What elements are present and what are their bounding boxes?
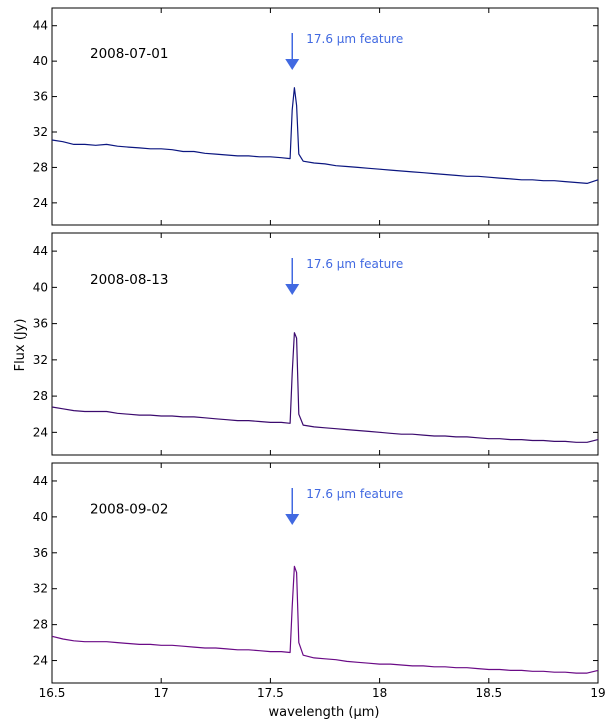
x-tick-label: 17 <box>154 686 169 700</box>
y-tick-label: 44 <box>33 19 48 33</box>
y-tick-label: 28 <box>33 389 48 403</box>
feature-annotation: 17.6 μm feature <box>306 487 403 501</box>
plot-frame <box>51 462 599 684</box>
x-tick-label: 17.5 <box>257 686 284 700</box>
y-tick-label: 28 <box>33 618 48 632</box>
x-tick-label: 16.5 <box>39 686 66 700</box>
series-line <box>51 87 599 184</box>
panel-date-label: 2008-08-13 <box>90 272 168 288</box>
panel-2: 24 28 32 36 40 44 2008-08-13 17.6 μm feature <box>33 232 599 456</box>
y-tick-label: 36 <box>33 546 48 560</box>
x-tick-label: 19 <box>590 686 605 700</box>
y-tick-label: 32 <box>33 353 48 367</box>
x-axis-label: wavelength (μm) <box>269 705 380 720</box>
series-line <box>51 332 599 443</box>
series-line <box>51 565 599 674</box>
feature-arrow-head <box>285 59 300 70</box>
feature-annotation: 17.6 μm feature <box>306 257 403 271</box>
panel-1: 24 28 32 36 40 44 2008-07-01 17.6 μm feature <box>33 7 599 226</box>
y-tick-label: 24 <box>33 196 48 210</box>
y-tick-label: 24 <box>33 425 48 439</box>
feature-annotation: 17.6 μm feature <box>306 32 403 46</box>
y-axis-label: Flux (Jy) <box>13 319 28 372</box>
panel-3: 24 28 32 36 40 44 2008-09-02 17.6 μm feature <box>33 462 599 684</box>
plot-frame <box>51 7 599 226</box>
feature-arrow-head <box>285 514 300 525</box>
plot-frame <box>51 232 599 456</box>
feature-arrow-head <box>285 284 300 295</box>
y-tick-label: 24 <box>33 654 48 668</box>
y-tick-label: 44 <box>33 474 48 488</box>
y-tick-label: 32 <box>33 125 48 139</box>
y-tick-label: 40 <box>33 54 48 68</box>
y-tick-label: 40 <box>33 510 48 524</box>
x-tick-label: 18 <box>372 686 387 700</box>
y-tick-label: 36 <box>33 90 48 104</box>
panel-date-label: 2008-09-02 <box>90 502 168 518</box>
x-tick-label: 18.5 <box>475 686 502 700</box>
x-tick-labels: 16.5 17 17.5 18 18.5 19 <box>39 686 606 700</box>
y-tick-label: 40 <box>33 280 48 294</box>
y-tick-label: 44 <box>33 244 48 258</box>
panel-date-label: 2008-07-01 <box>90 46 168 62</box>
y-tick-label: 28 <box>33 160 48 174</box>
y-tick-label: 32 <box>33 582 48 596</box>
y-tick-label: 36 <box>33 317 48 331</box>
